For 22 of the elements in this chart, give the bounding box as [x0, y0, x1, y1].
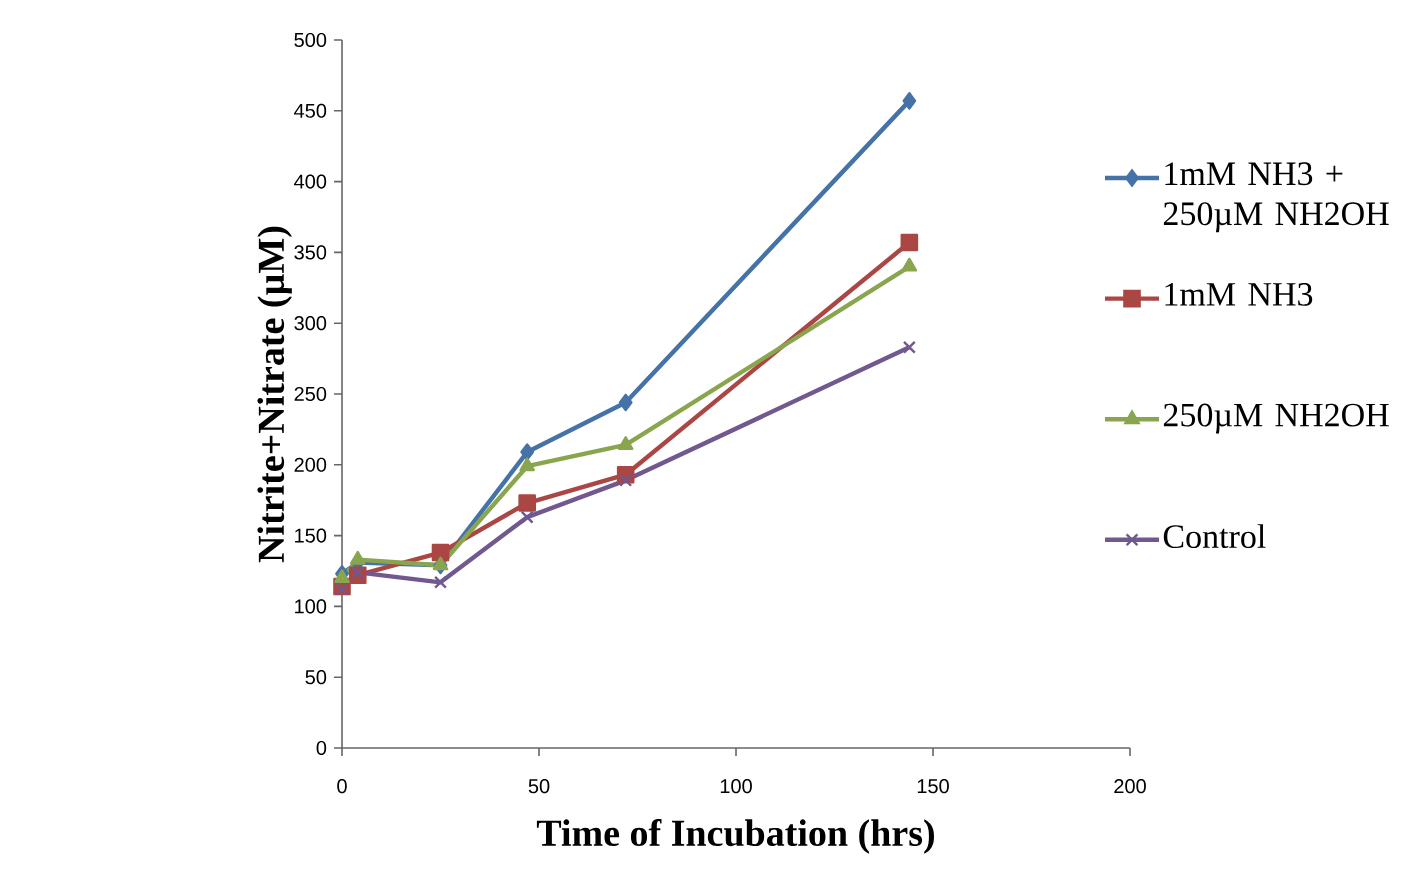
y-tick-label: 0 [316, 740, 327, 756]
y-tick-label: 400 [294, 174, 327, 189]
y-tick-label: 450 [294, 103, 327, 118]
legend-label: 1mM NH3 + 250µM NH2OH [1163, 162, 1389, 233]
legend-label: Control [1163, 524, 1266, 549]
x-axis-title: Time of Incubation (hrs) [536, 818, 934, 854]
x-tick-label: 50 [528, 779, 550, 794]
legend-label: 1mM NH3 [1165, 282, 1313, 306]
y-tick-label: 350 [294, 245, 327, 260]
y-tick-label: 500 [294, 32, 327, 48]
y-tick-label: 250 [294, 386, 327, 402]
y-tick-label: 300 [294, 316, 327, 331]
x-tick-label: 100 [720, 779, 752, 794]
y-tick-label: 200 [294, 457, 327, 472]
x-tick-label: 150 [917, 779, 949, 794]
x-tick-label: 0 [337, 779, 347, 794]
y-axis-title: Nitrite+Nitrate (µM) [257, 226, 292, 563]
x-tick-label: 200 [1114, 779, 1146, 794]
legend-label: 250µM NH2OH [1163, 403, 1389, 434]
y-tick-label: 100 [295, 599, 327, 614]
y-tick-label: 150 [295, 528, 327, 543]
y-tick-label: 50 [305, 670, 327, 685]
